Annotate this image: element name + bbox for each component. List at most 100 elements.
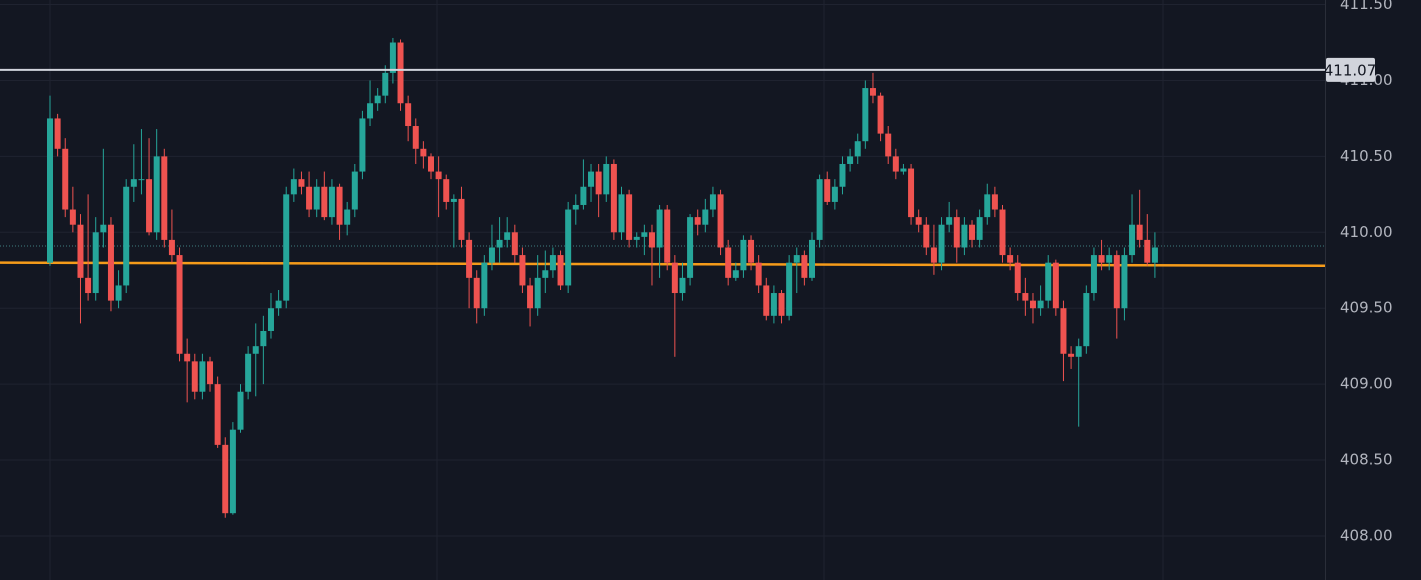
trend-line (0, 261, 1326, 267)
candle-body (618, 194, 625, 233)
candle-body (412, 126, 419, 149)
candle-body (892, 156, 899, 172)
candle-body (969, 224, 976, 240)
candle-body (405, 103, 412, 127)
candle-body (641, 232, 648, 237)
candle-body (176, 255, 183, 354)
candle-body (397, 42, 404, 104)
candle-body (115, 285, 122, 301)
candle-body (847, 156, 854, 164)
candle-body (664, 209, 671, 263)
candle-body (877, 95, 884, 134)
candle-body (191, 361, 198, 392)
candle-body (671, 262, 678, 294)
candle-body (923, 224, 930, 248)
candle-body (809, 239, 815, 278)
candle-body (359, 118, 366, 172)
candle-body (450, 198, 457, 202)
candle-body (473, 277, 480, 309)
candle-body (77, 224, 84, 278)
candle-body (961, 224, 968, 248)
candle-body (138, 179, 145, 181)
candle-body (344, 209, 351, 225)
candle-body (199, 361, 206, 392)
candle-body (283, 194, 290, 301)
y-tick-label: 408.00 (1340, 526, 1393, 544)
candle-body (748, 239, 755, 263)
candle-body (168, 239, 175, 256)
candle-body (542, 270, 549, 278)
candle-body (1060, 308, 1067, 354)
candle-body (915, 217, 922, 225)
candle-body (100, 224, 107, 233)
candle-body (275, 300, 282, 309)
candle-body (1083, 293, 1090, 347)
candle-body (260, 330, 267, 347)
candle-body (976, 217, 983, 240)
candle-body (656, 209, 663, 248)
candle-body (146, 179, 153, 233)
candle-body (648, 232, 655, 248)
candle-body (588, 171, 595, 187)
candle-body (496, 239, 503, 248)
y-tick-label: 411.50 (1340, 0, 1393, 13)
candle-body (778, 293, 785, 316)
candle-body (908, 168, 915, 218)
candle-body (1151, 247, 1158, 263)
candle-body (321, 186, 328, 218)
candle-body (351, 171, 358, 210)
candle-body (953, 217, 960, 248)
candle-body (610, 163, 617, 233)
candle-body (488, 247, 495, 263)
y-tick-label: 410.50 (1340, 147, 1393, 165)
price-label-box (1326, 57, 1375, 82)
candle-body (527, 285, 534, 309)
candle-body (69, 209, 76, 225)
candle-body (984, 194, 991, 218)
candle-body (428, 156, 434, 172)
candle-body (885, 133, 892, 157)
candle-body (252, 346, 259, 354)
candle-body (1106, 255, 1113, 263)
candle-body (938, 224, 945, 263)
candle-body (313, 186, 320, 210)
candle-body (1129, 224, 1136, 256)
candle-body (1037, 300, 1044, 309)
candle-body (633, 236, 640, 240)
candle-body (839, 163, 846, 187)
candle-body (793, 255, 800, 263)
candle-body (831, 186, 838, 202)
candle-body (572, 204, 579, 210)
candle-body (694, 217, 701, 225)
candle-body (336, 186, 343, 225)
candle-body (679, 277, 686, 294)
candle-body (267, 308, 274, 331)
candle-body (229, 429, 236, 514)
candle-body (824, 179, 831, 202)
candle-body (709, 194, 716, 210)
candle-body (786, 262, 793, 316)
candle-body (466, 239, 473, 278)
candle-body (504, 232, 511, 240)
candle-body (1121, 255, 1128, 309)
candle-body (603, 163, 610, 195)
candle-body (207, 361, 214, 385)
candle-body (511, 232, 518, 256)
candle-body (184, 353, 191, 362)
candle-body (626, 194, 633, 240)
candle-body (1029, 300, 1036, 309)
candle-body (130, 179, 137, 187)
candle-body (161, 156, 168, 240)
candle-body (732, 270, 739, 278)
candle-body (328, 186, 335, 218)
candle-body (367, 103, 374, 119)
candle-body (946, 217, 953, 225)
candle-body (92, 232, 99, 294)
candle-body (991, 194, 998, 210)
candle-body (549, 255, 556, 271)
candle-body (1068, 353, 1075, 357)
candle-body (930, 247, 937, 263)
candle-body (687, 217, 694, 278)
y-tick-label: 410.00 (1340, 223, 1393, 241)
